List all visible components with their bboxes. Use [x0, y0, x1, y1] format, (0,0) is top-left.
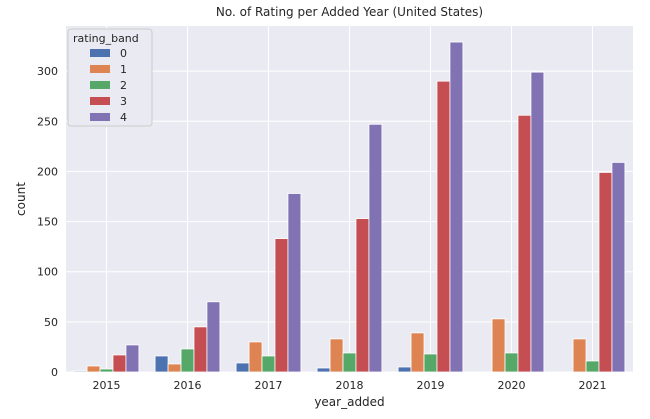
bar-2017-rating-0	[235, 362, 250, 373]
bar-2017-rating-4	[287, 193, 302, 373]
bar-2017-rating-1	[248, 341, 263, 373]
legend-items: 0 1 2 3 4	[90, 47, 127, 124]
bars	[73, 41, 626, 373]
x-tick-label: 2018	[336, 379, 364, 392]
bar-2018-rating-0	[316, 367, 331, 373]
bar-2019-rating-3	[436, 80, 451, 373]
legend-box	[67, 28, 153, 127]
bar-2021-rating-2	[585, 360, 600, 373]
y-tick-label: 0	[51, 366, 58, 379]
bar-2015-rating-3	[112, 354, 127, 373]
bar-2017-rating-2	[261, 355, 276, 373]
bar-2019-rating-2	[423, 353, 438, 373]
legend-swatch	[90, 81, 110, 89]
bar-2019-rating-4	[449, 41, 464, 373]
x-tick-label: 2020	[498, 379, 526, 392]
bar-2021-rating-4	[611, 161, 626, 373]
legend-label: 4	[120, 111, 127, 124]
legend-label: 0	[120, 47, 127, 60]
x-tick-label: 2019	[417, 379, 445, 392]
y-tick-label: 100	[37, 266, 58, 279]
legend-label: 3	[120, 95, 127, 108]
bar-2017-rating-3	[274, 238, 289, 373]
tick-labels: 0 50 100 150 200 250 300 2015 2016 2017 2018 2019 20…	[37, 65, 607, 392]
bar-2016-rating-3	[193, 326, 208, 373]
bar-2018-rating-3	[355, 218, 370, 373]
y-tick-label: 150	[37, 216, 58, 229]
bar-2020-rating-2	[504, 352, 519, 373]
legend: rating_band 0 1 2 3 4	[67, 28, 153, 127]
x-tick-label: 2017	[255, 379, 283, 392]
y-tick-label: 250	[37, 115, 58, 128]
bar-2016-rating-1	[167, 363, 182, 373]
bar-2018-rating-2	[342, 352, 357, 373]
bar-2018-rating-4	[368, 123, 383, 373]
bar-2021-rating-3	[598, 172, 613, 373]
y-tick-label: 300	[37, 65, 58, 78]
x-axis-label: year_added	[314, 395, 384, 409]
legend-label: 2	[120, 79, 127, 92]
legend-swatch	[90, 49, 110, 57]
y-tick-label: 200	[37, 165, 58, 178]
bar-2020-rating-3	[517, 114, 532, 373]
legend-title: rating_band	[73, 32, 139, 45]
bar-2015-rating-1	[86, 365, 101, 373]
bar-2021-rating-1	[572, 338, 587, 373]
bar-2016-rating-0	[154, 355, 169, 373]
x-tick-label: 2016	[174, 379, 202, 392]
legend-swatch	[90, 97, 110, 105]
chart-title: No. of Rating per Added Year (United Sta…	[216, 5, 483, 19]
x-tick-label: 2021	[579, 379, 607, 392]
legend-swatch	[90, 65, 110, 73]
legend-label: 1	[120, 63, 127, 76]
legend-swatch	[90, 113, 110, 121]
bar-2019-rating-0	[397, 366, 412, 373]
bar-2018-rating-1	[329, 338, 344, 373]
bar-2016-rating-2	[180, 348, 195, 373]
bar-2020-rating-4	[530, 71, 545, 373]
y-tick-label: 50	[44, 316, 58, 329]
bar-2020-rating-1	[491, 318, 506, 373]
x-tick-label: 2015	[93, 379, 121, 392]
bar-2019-rating-1	[410, 332, 425, 373]
bar-2015-rating-2	[99, 368, 114, 373]
bar-2015-rating-4	[125, 344, 140, 373]
bar-2016-rating-4	[206, 301, 221, 373]
bar-2015-rating-0	[73, 370, 88, 373]
y-axis-label: count	[14, 182, 28, 216]
